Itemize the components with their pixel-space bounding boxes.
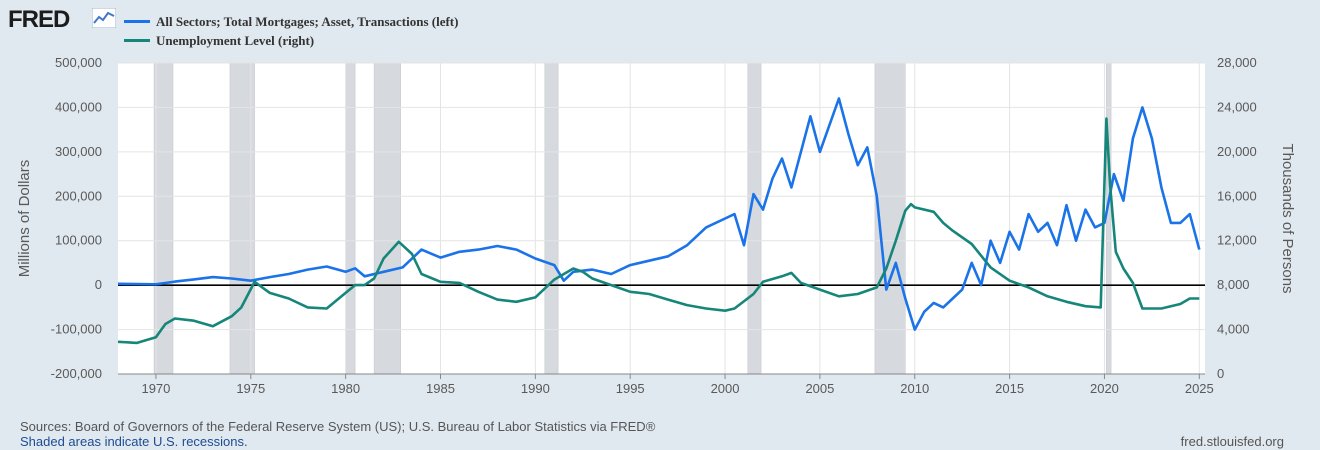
recession-band [544, 62, 559, 375]
y2-tick-label: 12,000 [1217, 233, 1257, 248]
sources-text: Sources: Board of Governors of the Feder… [20, 419, 656, 434]
y2-tick-label: 24,000 [1217, 99, 1257, 114]
recession-band [373, 62, 401, 375]
x-tick-label: 2000 [711, 381, 740, 396]
x-tick-label: 2010 [900, 381, 929, 396]
legend-swatch-mortgages [124, 20, 150, 23]
y-tick-label: 500,000 [55, 55, 102, 70]
x-tick-label: 1995 [616, 381, 645, 396]
recession-note: Shaded areas indicate U.S. recessions. [20, 434, 248, 449]
y2-tick-label: 28,000 [1217, 55, 1257, 70]
line-chart-icon [92, 8, 116, 28]
x-tick-label: 2015 [995, 381, 1024, 396]
legend-item-mortgages[interactable]: All Sectors; Total Mortgages; Asset, Tra… [124, 12, 458, 31]
x-tick-label: 1985 [426, 381, 455, 396]
y2-tick-label: 16,000 [1217, 188, 1257, 203]
x-tick-label: 1975 [236, 381, 265, 396]
recession-band [345, 62, 356, 375]
x-tick-label: 1990 [521, 381, 550, 396]
y-tick-label: 0 [95, 277, 102, 292]
fred-logo[interactable]: FRED [8, 6, 70, 33]
legend-label-unemployment: Unemployment Level (right) [156, 32, 315, 48]
y-tick-label: 100,000 [55, 233, 102, 248]
legend: All Sectors; Total Mortgages; Asset, Tra… [124, 12, 458, 50]
recession-band [1106, 62, 1112, 375]
y-tick-label: -200,000 [51, 366, 102, 381]
x-tick-label: 1980 [331, 381, 360, 396]
y2-tick-label: 8,000 [1217, 277, 1250, 292]
y-tick-label: 400,000 [55, 99, 102, 114]
y2-tick-label: 0 [1217, 366, 1224, 381]
series-line-mortgages [117, 97, 1201, 331]
y-tick-label: -100,000 [51, 322, 102, 337]
y-axis-label: Millions of Dollars [16, 160, 33, 278]
y2-axis-label: Thousands of Persons [1279, 143, 1296, 293]
y2-tick-label: 4,000 [1217, 322, 1250, 337]
x-tick-label: 2005 [805, 381, 834, 396]
legend-label-mortgages: All Sectors; Total Mortgages; Asset, Tra… [156, 13, 459, 29]
x-tick-label: 2020 [1090, 381, 1119, 396]
legend-item-unemployment[interactable]: Unemployment Level (right) [124, 31, 458, 50]
x-tick-label: 1970 [141, 381, 170, 396]
fred-url[interactable]: fred.stlouisfed.org [1180, 434, 1284, 449]
series-line-unemployment [117, 117, 1200, 345]
y2-tick-label: 20,000 [1217, 144, 1257, 159]
plot-area [118, 63, 1205, 374]
legend-swatch-unemployment [124, 39, 150, 42]
y-tick-label: 200,000 [55, 188, 102, 203]
y-tick-label: 300,000 [55, 144, 102, 159]
x-tick-label: 2025 [1185, 381, 1214, 396]
